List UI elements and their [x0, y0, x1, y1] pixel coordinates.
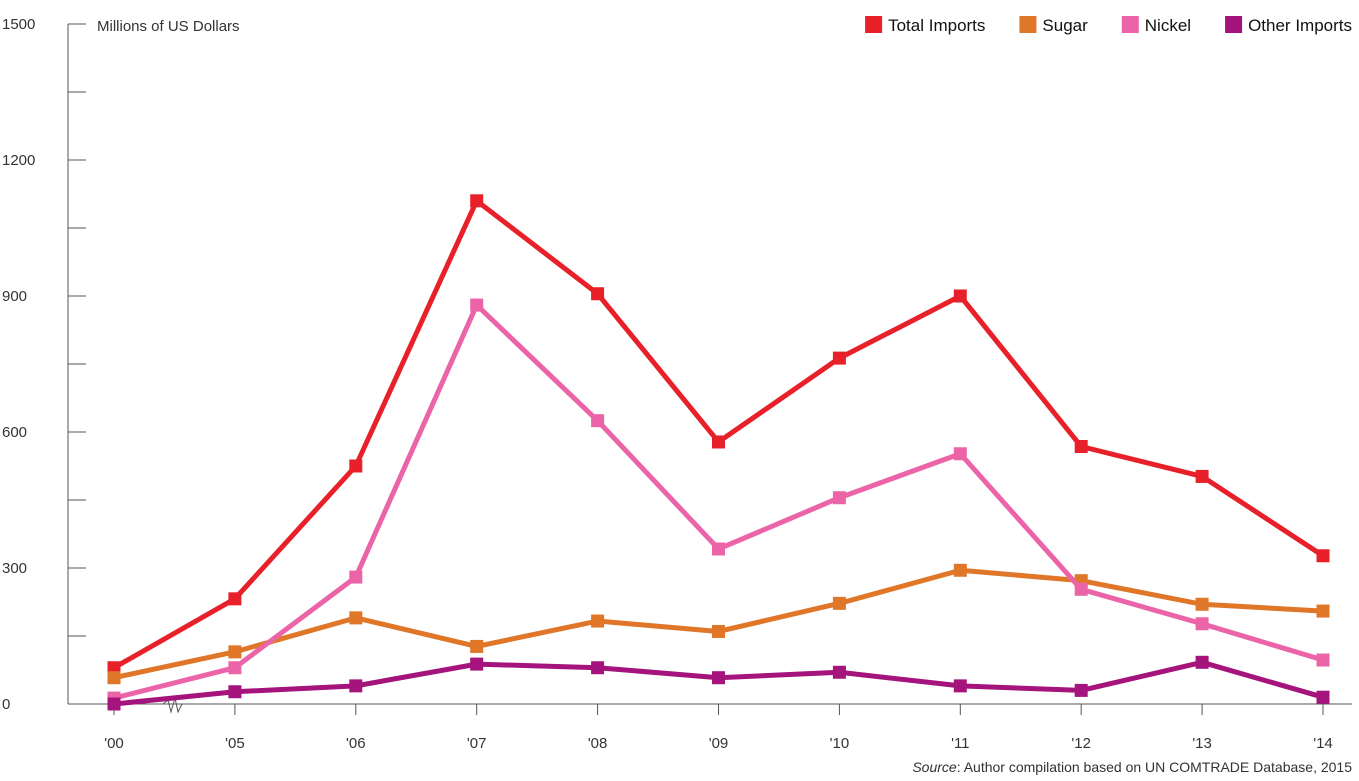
x-tick-label: '05 — [225, 735, 245, 752]
data-point-other-imports — [1074, 683, 1088, 697]
data-point-sugar — [228, 645, 242, 659]
data-point-nickel — [953, 447, 967, 461]
x-tick-label: '07 — [467, 735, 487, 752]
series-sugar — [107, 563, 1330, 685]
data-point-sugar — [953, 563, 967, 577]
data-point-total-imports — [712, 435, 725, 449]
legend-label: Nickel — [1145, 16, 1191, 35]
data-point-total-imports — [832, 351, 846, 365]
y-tick-label: 1500 — [2, 16, 35, 33]
data-point-nickel — [1074, 582, 1088, 596]
data-point-nickel — [349, 570, 363, 584]
series-other-imports — [107, 655, 1330, 711]
data-point-sugar — [1195, 597, 1209, 611]
series-nickel — [107, 298, 1330, 705]
y-tick-label: 900 — [2, 288, 27, 305]
series-total-imports — [107, 194, 1330, 675]
data-point-other-imports — [107, 697, 121, 711]
x-tick-label: '12 — [1071, 735, 1091, 752]
data-point-other-imports — [712, 671, 725, 685]
data-point-sugar — [470, 639, 484, 653]
data-point-sugar — [1316, 604, 1330, 618]
data-point-sugar — [591, 614, 605, 628]
data-point-sugar — [832, 596, 846, 610]
data-point-nickel — [1316, 653, 1330, 667]
series-line-total-imports — [112, 198, 1325, 670]
y-axis-unit-label: Millions of US Dollars — [97, 18, 240, 35]
y-tick-label: 0 — [2, 696, 10, 713]
data-point-other-imports — [349, 679, 363, 693]
x-tick-label: '08 — [588, 735, 608, 752]
data-point-other-imports — [953, 679, 967, 693]
data-point-nickel — [832, 491, 846, 505]
y-tick-label: 600 — [2, 424, 27, 441]
data-point-total-imports — [953, 289, 967, 303]
y-tick-label: 300 — [2, 560, 27, 577]
x-axis-ticks: '00 '05 '06 '07 '08 '09 '10 '11 '12 '13 '14 — [104, 704, 1333, 752]
legend-swatch — [1225, 16, 1243, 33]
legend-label: Total Imports — [888, 16, 985, 35]
legend: Total Imports Sugar Nickel Other Imports — [865, 16, 1352, 35]
data-point-other-imports — [470, 657, 484, 671]
x-tick-label: '06 — [346, 735, 366, 752]
data-point-total-imports — [470, 194, 484, 208]
data-point-sugar — [712, 624, 725, 638]
source-label: Source — [912, 759, 957, 775]
data-point-nickel — [712, 542, 725, 556]
data-point-total-imports — [591, 287, 605, 301]
x-tick-label: '00 — [104, 735, 124, 752]
data-point-total-imports — [107, 661, 121, 675]
x-tick-label: '11 — [951, 735, 969, 752]
y-axis-ticks: 0 300 600 900 1200 1500 — [2, 16, 86, 713]
series-line-nickel — [113, 302, 1324, 701]
data-point-sugar — [349, 611, 363, 625]
data-point-total-imports — [228, 592, 242, 606]
legend-swatch — [1121, 16, 1139, 33]
data-point-other-imports — [1316, 690, 1330, 704]
legend-label: Sugar — [1042, 16, 1088, 35]
source-note: Source: Author compilation based on UN C… — [912, 759, 1352, 775]
data-point-nickel — [470, 298, 484, 312]
y-tick-label: 1200 — [2, 152, 35, 169]
data-point-other-imports — [1195, 655, 1209, 669]
data-point-nickel — [591, 414, 605, 428]
source-text: : Author compilation based on UN COMTRAD… — [957, 759, 1353, 775]
data-point-total-imports — [1195, 469, 1209, 483]
data-point-total-imports — [349, 459, 363, 473]
series-group — [107, 194, 1330, 711]
legend-swatch — [865, 16, 883, 33]
data-point-other-imports — [832, 665, 846, 679]
axes — [67, 24, 1352, 714]
data-point-sugar — [107, 671, 121, 685]
x-tick-label: '09 — [709, 735, 729, 752]
data-point-total-imports — [1316, 549, 1330, 563]
x-tick-label: '14 — [1313, 735, 1333, 752]
x-tick-label: '10 — [830, 735, 850, 752]
data-point-other-imports — [591, 661, 605, 675]
data-point-total-imports — [1074, 440, 1088, 454]
legend-label: Other Imports — [1248, 16, 1352, 35]
data-point-nickel — [1195, 617, 1209, 631]
data-point-nickel — [228, 661, 242, 675]
legend-swatch — [1019, 16, 1037, 33]
data-point-other-imports — [228, 685, 242, 699]
x-tick-label: '13 — [1192, 735, 1212, 752]
